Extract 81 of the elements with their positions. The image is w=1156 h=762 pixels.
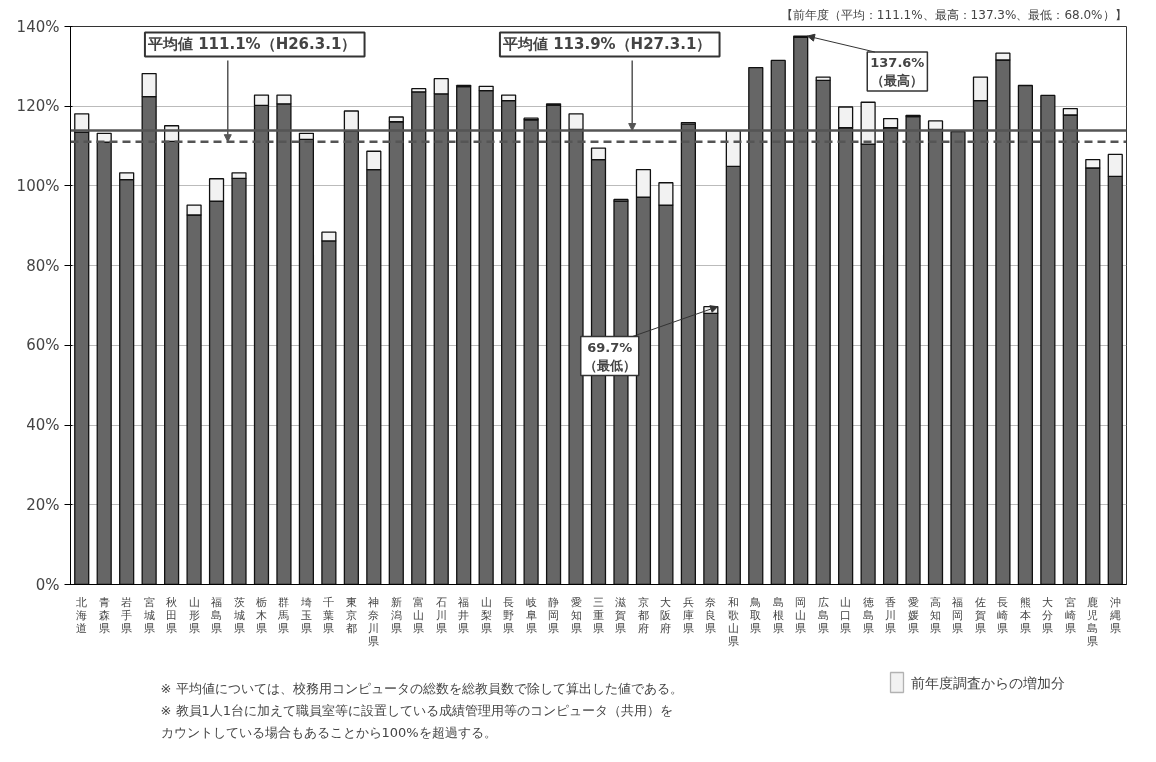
bar bbox=[1017, 84, 1034, 585]
ref-line-label: 平均値 113.9%（H27.3.1） bbox=[501, 35, 712, 54]
y-tick-label: 60% bbox=[26, 336, 60, 355]
x-tick-label: 高知県 bbox=[930, 595, 942, 635]
y-tick-label: 140% bbox=[16, 17, 60, 36]
x-tick-label: 徳島県 bbox=[862, 595, 874, 635]
x-tick-label: 北海道 bbox=[76, 595, 88, 635]
x-tick-label: 茨城県 bbox=[232, 595, 245, 635]
bar bbox=[478, 90, 494, 585]
x-tick-label: 大分県 bbox=[1042, 595, 1054, 635]
legend-label: 前年度調査からの増加分 bbox=[910, 674, 1065, 691]
bar bbox=[456, 86, 472, 585]
x-tick-label: 鹿児島県 bbox=[1087, 595, 1099, 648]
text: ※ 平均値については、校務用コンピュータの総数を総教員数で除して算出した値である。 bbox=[160, 680, 683, 696]
x-tick-label: 奈良県 bbox=[705, 595, 717, 635]
bar bbox=[1040, 94, 1056, 585]
y-tick-label: 120% bbox=[16, 97, 60, 116]
x-tick-label: 兵庫県 bbox=[682, 595, 694, 635]
bar bbox=[411, 91, 427, 585]
bar bbox=[770, 59, 786, 585]
x-tick-label: 山形県 bbox=[188, 595, 200, 635]
annotation: 69.7% （最低） bbox=[583, 339, 636, 373]
x-tick-label: 鳥取県 bbox=[749, 595, 762, 635]
x-tick-label: 東京都 bbox=[345, 595, 357, 635]
x-tick-label: 石川県 bbox=[435, 595, 447, 635]
y-tick-label: 40% bbox=[26, 416, 60, 435]
x-tick-label: 和歌山県 bbox=[727, 595, 739, 648]
y-tick-label: 80% bbox=[26, 256, 60, 275]
x-tick-label: 長野県 bbox=[503, 595, 515, 635]
bar bbox=[950, 131, 966, 585]
x-tick-label: 岡山県 bbox=[795, 595, 807, 635]
x-tick-label: 山梨県 bbox=[480, 595, 492, 635]
bar bbox=[793, 36, 809, 585]
x-tick-label: 熊本県 bbox=[1019, 595, 1031, 635]
y-tick-label: 100% bbox=[16, 176, 60, 195]
x-tick-label: 三重県 bbox=[593, 595, 604, 635]
y-tick-label: 0% bbox=[35, 575, 60, 594]
y-tick-label: 20% bbox=[26, 495, 60, 514]
x-tick-label: 京都府 bbox=[637, 595, 649, 635]
x-tick-label: 神奈川県 bbox=[368, 595, 380, 648]
x-tick-label: 秋田県 bbox=[166, 595, 178, 635]
x-tick-label: 青森県 bbox=[98, 595, 110, 635]
chart-subtitle: 【前年度（平均：111.1%、最高：137.3%、最低：68.0%）】 bbox=[780, 7, 1127, 22]
annotation: 137.6% （最高） bbox=[870, 55, 925, 89]
x-tick-label: 群馬県 bbox=[277, 595, 290, 635]
bar bbox=[545, 104, 562, 585]
text: ※ 教員1人1台に加えて職員室等に設置している成績管理用等のコンピュータ（共用）を bbox=[160, 702, 674, 718]
x-tick-label: 山口県 bbox=[840, 595, 852, 635]
x-tick-label: 富山県 bbox=[413, 595, 425, 635]
ref-line-label: 平均値 111.1%（H26.3.1） bbox=[146, 35, 357, 54]
x-tick-label: 宮崎県 bbox=[1064, 595, 1076, 635]
bar bbox=[523, 119, 539, 585]
x-tick-label: 新潟県 bbox=[390, 595, 402, 635]
x-tick-label: 島根県 bbox=[772, 595, 784, 635]
x-tick-label: 岩手県 bbox=[121, 595, 133, 635]
text: カウントしている場合もあることから100%を超過する。 bbox=[160, 724, 497, 740]
x-tick-label: 愛知県 bbox=[570, 595, 582, 635]
bar bbox=[815, 79, 831, 585]
x-tick-label: 滋賀県 bbox=[615, 595, 627, 635]
x-tick-label: 福岡県 bbox=[952, 595, 964, 635]
x-tick-label: 長崎県 bbox=[997, 595, 1009, 635]
bar bbox=[568, 113, 584, 130]
x-tick-label: 愛媛県 bbox=[907, 595, 919, 635]
x-tick-label: 福島県 bbox=[211, 595, 223, 635]
x-tick-label: 栃木県 bbox=[255, 595, 267, 635]
bar bbox=[748, 66, 764, 585]
bar bbox=[905, 115, 921, 585]
x-tick-label: 香川県 bbox=[885, 595, 897, 635]
x-tick-label: 埼玉県 bbox=[299, 595, 312, 635]
x-tick-label: 岐阜県 bbox=[525, 595, 537, 635]
x-tick-label: 沖縄県 bbox=[1108, 595, 1121, 635]
x-tick-label: 大阪府 bbox=[660, 595, 672, 635]
bar bbox=[927, 120, 944, 130]
x-tick-label: 福井県 bbox=[458, 595, 470, 635]
bar bbox=[343, 130, 359, 585]
x-tick-label: 静岡県 bbox=[548, 595, 560, 635]
bar bbox=[680, 123, 696, 585]
x-tick-label: 宮城県 bbox=[142, 595, 155, 635]
x-tick-label: 千葉県 bbox=[323, 595, 335, 635]
x-tick-label: 佐賀県 bbox=[974, 595, 986, 635]
x-tick-label: 広島県 bbox=[817, 595, 829, 635]
